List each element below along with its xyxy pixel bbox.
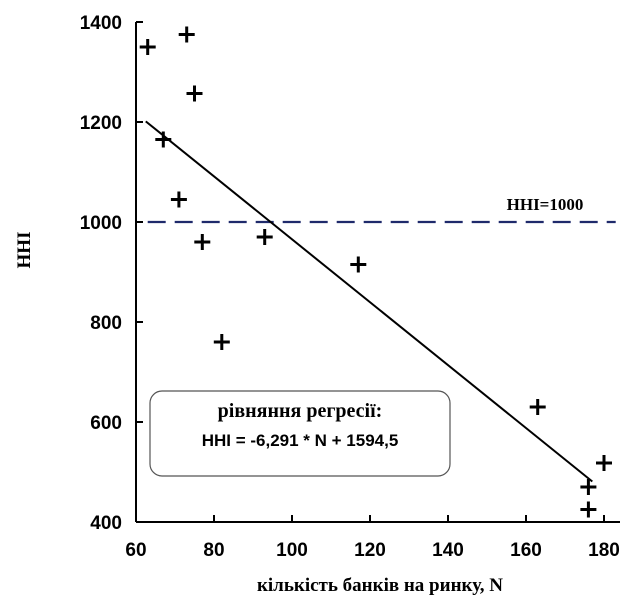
y-tick-label: 1200 (80, 113, 122, 134)
data-point (596, 455, 612, 471)
x-tick-label: 180 (588, 540, 620, 561)
reference-line-label: HHI=1000 (507, 195, 584, 214)
data-point (580, 501, 597, 518)
y-axis-ticks: 400 600 800 1000 1200 1400 (80, 13, 143, 534)
data-point (155, 131, 172, 148)
x-tick-label: 140 (432, 540, 464, 561)
equation-title: рівняння регресії: (218, 400, 383, 422)
equation-box-frame (149, 390, 451, 477)
data-point (178, 26, 195, 43)
data-point (529, 399, 546, 415)
y-tick-label: 800 (90, 313, 122, 334)
y-tick-label: 400 (90, 513, 122, 534)
x-tick-label: 60 (125, 540, 146, 561)
x-axis-ticks: 60 80 100 120 140 160 180 (125, 515, 620, 561)
data-point (580, 479, 597, 495)
y-tick-label: 1000 (80, 213, 122, 234)
data-point (194, 234, 211, 250)
y-axis-title: HHI (14, 232, 35, 269)
x-tick-label: 80 (203, 540, 224, 561)
x-axis-title: кількість банків на ринку, N (257, 575, 503, 596)
x-tick-label: 120 (354, 540, 386, 561)
x-tick-label: 100 (276, 540, 308, 561)
data-point (213, 334, 230, 350)
equation-box: рівняння регресії: HHI = -6,291 * N + 15… (149, 390, 451, 477)
regression-line (145, 120, 593, 483)
data-point (170, 191, 187, 208)
data-point (186, 85, 203, 102)
data-point (256, 229, 273, 245)
equation-text: HHI = -6,291 * N + 1594,5 (202, 431, 399, 450)
y-tick-label: 600 (90, 413, 122, 434)
data-point (350, 256, 367, 273)
y-tick-label: 1400 (80, 13, 122, 34)
x-tick-label: 160 (510, 540, 542, 561)
data-point (139, 39, 156, 55)
data-points (139, 26, 612, 518)
